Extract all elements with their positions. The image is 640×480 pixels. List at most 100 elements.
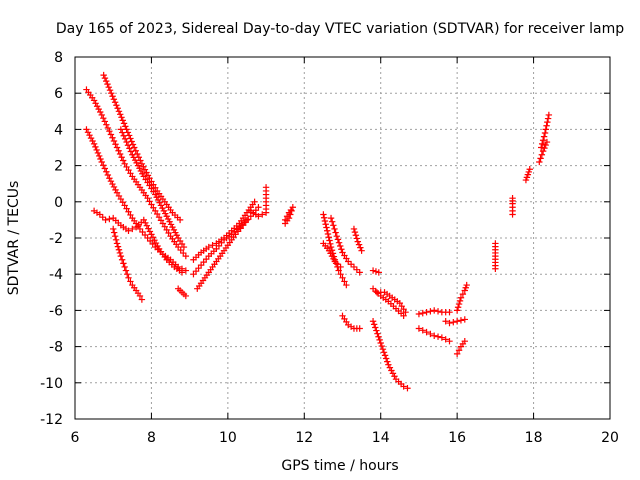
data-point-interp: [149, 234, 157, 241]
data-point: [262, 184, 270, 191]
data-point: [526, 166, 533, 173]
series-track-t: [369, 285, 407, 320]
data-point-interp: [372, 268, 380, 275]
data-point: [415, 310, 423, 318]
data-point-interp: [352, 232, 360, 239]
data-point: [113, 240, 121, 247]
data-point: [106, 175, 113, 182]
x-tick-label: 16: [448, 430, 466, 446]
data-point: [251, 198, 258, 205]
series-track-r: [369, 267, 383, 276]
data-point-interp: [332, 229, 339, 236]
data-point-interp: [124, 271, 131, 278]
series-track-x: [453, 281, 470, 314]
data-point-interp: [87, 134, 95, 142]
data-point-interp: [110, 229, 118, 236]
data-point-interp: [454, 304, 462, 311]
data-point-interp: [140, 163, 147, 170]
data-point-interp: [124, 129, 132, 136]
series-track-a: [83, 86, 190, 260]
data-point-interp: [145, 225, 152, 232]
data-point-interp: [419, 327, 426, 334]
data-point: [539, 147, 547, 155]
series-track-g: [174, 285, 190, 300]
data-point-interp: [144, 172, 152, 179]
y-tick-label: 0: [54, 195, 63, 211]
data-point-interp: [374, 330, 381, 337]
data-point: [333, 232, 340, 240]
data-point-interp: [128, 138, 135, 145]
data-point: [255, 204, 262, 211]
data-point-interp: [375, 333, 382, 340]
data-point-interp: [537, 155, 544, 162]
series-track-b: [100, 71, 184, 224]
data-point-interp: [538, 140, 546, 148]
x-tick-label: 8: [147, 430, 156, 446]
data-point-interp: [326, 237, 333, 244]
data-point-interp: [357, 244, 364, 251]
data-point: [125, 274, 132, 282]
data-point: [402, 309, 409, 316]
data-point-interp: [97, 108, 104, 116]
data-point: [453, 307, 461, 314]
series-track-u: [373, 289, 409, 316]
data-point-interp: [379, 345, 387, 353]
data-point: [182, 252, 190, 260]
data-point-interp: [544, 118, 551, 126]
series-track-m: [320, 211, 350, 289]
data-point-interp: [110, 137, 118, 145]
data-point: [131, 144, 138, 151]
data-point-interp: [127, 148, 135, 155]
data-point-interp: [84, 129, 92, 136]
data-point-interp: [121, 135, 129, 143]
data-point: [536, 158, 543, 166]
data-point-interp: [376, 336, 383, 344]
data-point-interp: [142, 219, 149, 226]
data-point-interp: [109, 93, 116, 100]
data-point: [335, 267, 342, 274]
data-point: [339, 274, 346, 282]
data-point: [453, 318, 461, 325]
data-point: [117, 252, 125, 260]
data-point-interp: [115, 246, 123, 253]
chart-title: Day 165 of 2023, Sidereal Day-to-day VTE…: [56, 21, 624, 37]
data-point: [354, 238, 361, 245]
y-tick-label: -8: [49, 340, 63, 356]
data-point: [337, 263, 344, 271]
data-point-interp: [92, 143, 99, 151]
data-point-interp: [450, 318, 457, 326]
data-point-interp: [93, 103, 101, 110]
data-point-interp: [389, 370, 397, 377]
data-point-interp: [112, 236, 120, 244]
data-point-interp: [112, 186, 119, 194]
x-tick-label: 10: [219, 430, 237, 446]
y-tick-label: 4: [54, 122, 63, 138]
data-point: [415, 325, 423, 332]
data-point-interp: [382, 355, 390, 362]
data-point: [423, 309, 430, 316]
data-point-interp: [540, 133, 548, 140]
data-point-interp: [105, 83, 112, 91]
series-track-p: [350, 225, 365, 254]
data-point-interp: [96, 152, 103, 160]
data-point: [138, 160, 146, 167]
data-point-interp: [126, 145, 133, 152]
data-point-interp: [434, 308, 442, 315]
data-point: [205, 243, 212, 251]
x-axis-title: GPS time / hours: [281, 458, 398, 474]
data-point-interp: [323, 224, 330, 231]
data-point-interp: [118, 114, 125, 121]
data-point-interp: [122, 267, 130, 274]
data-point-interp: [101, 118, 109, 125]
data-point: [117, 126, 125, 133]
data-point-interp: [112, 141, 119, 148]
data-point-interp: [351, 228, 359, 236]
data-point-interp: [442, 336, 449, 343]
data-point: [182, 292, 190, 300]
series-track-k: [247, 184, 270, 220]
data-point: [400, 312, 407, 320]
data-point: [446, 337, 453, 345]
data-point: [100, 71, 107, 79]
data-point-interp: [120, 132, 127, 139]
data-point-interp: [372, 324, 379, 331]
